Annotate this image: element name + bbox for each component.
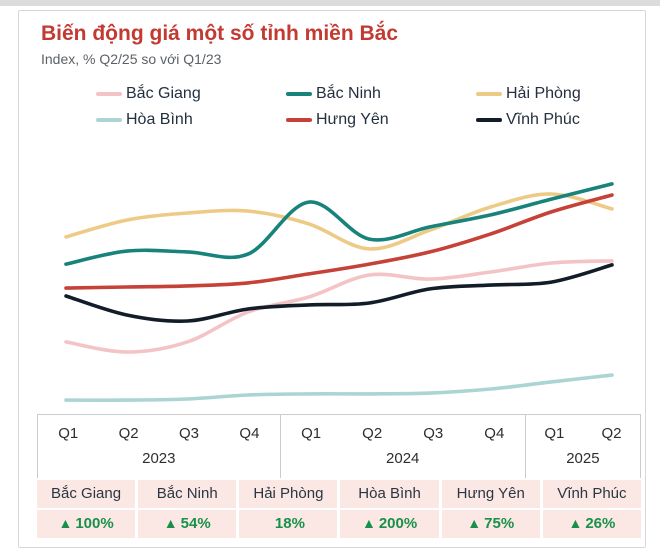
percent-change: 75%: [484, 515, 515, 532]
change-value: ▲ 200%: [340, 510, 439, 538]
legend-item-bac-giang: Bắc Giang: [96, 84, 286, 103]
year-label: 2025: [566, 450, 600, 467]
tick-label: Q1: [58, 425, 79, 442]
chart-card: Biến động giá một số tỉnh miền Bắc Index…: [18, 10, 646, 548]
tick-label: Q2: [118, 425, 139, 442]
change-value: 18%: [239, 510, 338, 538]
legend-item-hai-phong: Hải Phòng: [476, 84, 660, 103]
chart-line-bac-ninh: [64, 182, 614, 266]
tick-label: Q3: [423, 425, 444, 442]
axis-group-2023: Q1 Q2 Q3 Q4 2023: [38, 415, 281, 478]
summary-table: Bắc Giang Bắc Ninh Hải Phòng Hòa Bình Hư…: [37, 480, 641, 538]
change-value: ▲ 75%: [441, 510, 540, 538]
tick-label: Q1: [544, 425, 565, 442]
chart-line-hung-yen: [64, 193, 614, 290]
up-triangle-icon: ▲: [467, 515, 482, 531]
percent-change: 54%: [180, 515, 211, 532]
change-value: ▲ 54%: [138, 510, 237, 538]
legend-swatch-icon: [286, 117, 312, 122]
chart-legend: Bắc Giang Bắc Ninh Hải Phòng Hòa Bình Hư…: [96, 84, 645, 129]
tick-label: Q4: [484, 425, 505, 442]
tick-label: Q4: [239, 425, 260, 442]
summary-value-row: ▲ 100% ▲ 54% 18% ▲ 200% ▲ 75% ▲ 26%: [37, 510, 641, 538]
change-value: ▲ 100%: [37, 510, 136, 538]
legend-label: Bắc Giang: [126, 85, 201, 102]
legend-swatch-icon: [476, 117, 502, 122]
legend-label: Hải Phòng: [506, 85, 581, 102]
page-title: Biến động giá một số tỉnh miền Bắc: [41, 22, 399, 45]
tick-label: Q3: [179, 425, 200, 442]
province-header: Hòa Bình: [340, 480, 439, 508]
up-triangle-icon: ▲: [361, 515, 376, 531]
tick-label: Q2: [362, 425, 383, 442]
legend-item-bac-ninh: Bắc Ninh: [286, 84, 476, 103]
chart-line-bac-giang: [64, 259, 614, 354]
chart-line-hai-phong: [64, 192, 614, 251]
axis-group-2024: Q1 Q2 Q3 Q4 2024: [281, 415, 526, 478]
chart-line-hoa-binh: [64, 373, 614, 402]
percent-change: 100%: [75, 515, 114, 532]
percent-change: 18%: [274, 515, 305, 532]
up-triangle-icon: ▲: [58, 515, 73, 531]
legend-swatch-icon: [96, 91, 122, 96]
province-header: Hải Phòng: [239, 480, 338, 508]
change-value: ▲ 26%: [542, 510, 641, 538]
legend-label: Bắc Ninh: [316, 85, 381, 102]
chart-subtitle: Index, % Q2/25 so với Q1/23: [41, 51, 222, 67]
legend-item-hung-yen: Hưng Yên: [286, 110, 476, 129]
legend-label: Vĩnh Phúc: [506, 111, 580, 128]
legend-swatch-icon: [286, 91, 312, 96]
year-label: 2024: [386, 450, 420, 467]
quarter-labels: Q1 Q2 Q3 Q4: [281, 415, 525, 442]
legend-item-vinh-phuc: Vĩnh Phúc: [476, 110, 660, 129]
province-header: Bắc Giang: [37, 480, 136, 508]
summary-header-row: Bắc Giang Bắc Ninh Hải Phòng Hòa Bình Hư…: [37, 480, 641, 508]
year-label: 2023: [142, 450, 176, 467]
legend-swatch-icon: [476, 91, 502, 96]
chart-header: Biến động giá một số tỉnh miền Bắc Index…: [19, 21, 645, 68]
percent-change: 200%: [378, 515, 418, 532]
province-header: Vĩnh Phúc: [542, 480, 641, 508]
legend-item-hoa-binh: Hòa Bình: [96, 110, 286, 129]
up-triangle-icon: ▲: [163, 515, 178, 531]
province-header: Bắc Ninh: [138, 480, 237, 508]
tick-label: Q1: [301, 425, 322, 442]
legend-label: Hòa Bình: [126, 111, 193, 128]
up-triangle-icon: ▲: [568, 515, 583, 531]
x-axis: Q1 Q2 Q3 Q4 2023 Q1 Q2 Q3 Q4 2024 Q1 Q2 …: [37, 414, 641, 478]
quarter-labels: Q1 Q2: [526, 415, 640, 442]
chart-line-vinh-phuc: [64, 263, 614, 324]
axis-group-2025: Q1 Q2 2025: [526, 415, 641, 478]
legend-label: Hưng Yên: [316, 111, 389, 128]
tick-label: Q2: [601, 425, 622, 442]
legend-swatch-icon: [96, 117, 122, 122]
percent-change: 26%: [585, 515, 616, 532]
province-header: Hưng Yên: [441, 480, 540, 508]
quarter-labels: Q1 Q2 Q3 Q4: [38, 415, 280, 442]
page-top-border: [0, 0, 660, 6]
price-chart: [64, 182, 614, 402]
